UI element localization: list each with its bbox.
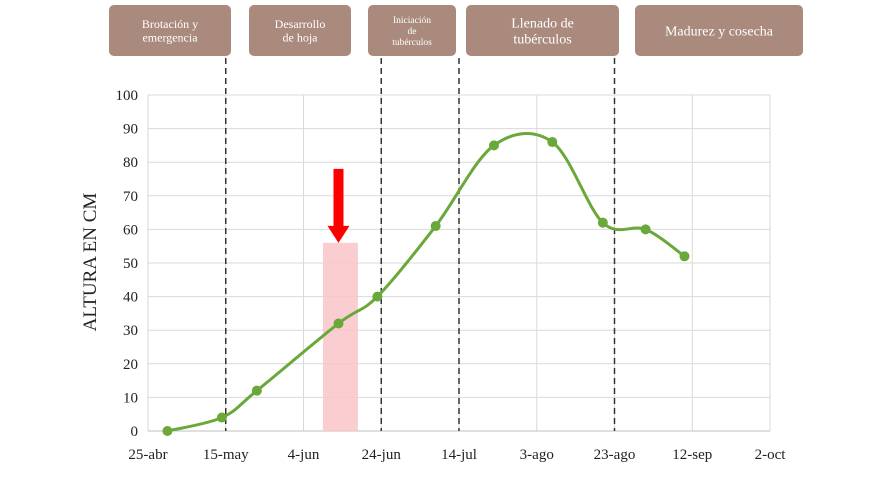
axis-ticks: 0 10 20 30 40 50 60 70 80 90 100 25-abr 15-may 4-jun 2… xyxy=(116,88,787,463)
y-tick-label: 70 xyxy=(123,189,138,205)
x-tick-label: 3-ago xyxy=(520,447,554,463)
stage-label: tubérculos xyxy=(513,32,571,47)
stage-header: Madurez y cosecha xyxy=(635,5,803,56)
stage-label: Madurez y cosecha xyxy=(665,24,774,39)
series-altura xyxy=(162,132,690,436)
stage-box xyxy=(466,5,619,56)
x-tick-label: 23-ago xyxy=(594,447,636,463)
y-tick-label: 90 xyxy=(123,122,138,138)
y-tick-label: 10 xyxy=(123,390,138,406)
stage-label: tubérculos xyxy=(392,38,432,48)
x-tick-label: 4-jun xyxy=(288,447,320,463)
data-point xyxy=(679,251,690,262)
series-line xyxy=(167,132,686,433)
stage-box xyxy=(368,5,456,56)
y-tick-label: 40 xyxy=(123,290,138,306)
y-tick-label: 0 xyxy=(131,424,139,440)
stage-label: Llenado de xyxy=(511,16,574,31)
data-point xyxy=(372,291,383,302)
stage-label: de xyxy=(408,27,417,37)
data-point xyxy=(216,412,227,423)
x-tick-label: 12-sep xyxy=(672,447,712,463)
stage-label: emergencia xyxy=(142,31,198,45)
y-tick-label: 50 xyxy=(123,256,138,272)
x-tick-label: 15-may xyxy=(203,447,249,463)
data-point xyxy=(640,224,651,235)
stage-dividers xyxy=(225,58,616,431)
y-tick-label: 20 xyxy=(123,357,138,373)
x-tick-label: 25-abr xyxy=(128,447,167,463)
stage-label: Brotación y xyxy=(142,17,198,31)
stage-box xyxy=(635,5,803,56)
stage-box xyxy=(249,5,351,56)
arrow-marker xyxy=(327,168,350,243)
data-point xyxy=(251,385,262,396)
x-tick-label: 2-oct xyxy=(755,447,787,463)
y-tick-label: 100 xyxy=(116,88,139,104)
stage-label: Iniciación xyxy=(393,16,431,26)
y-tick-label: 80 xyxy=(123,155,138,171)
highlight-rect xyxy=(322,242,358,431)
data-point xyxy=(162,426,173,436)
data-point xyxy=(333,318,344,329)
data-point xyxy=(547,137,558,148)
x-tick-label: 14-jul xyxy=(441,447,477,463)
highlight-zone xyxy=(322,242,358,431)
x-tick-label: 24-jun xyxy=(362,447,402,463)
arrow-down-icon xyxy=(327,168,350,243)
y-tick-label: 60 xyxy=(123,222,138,238)
y-axis-label: ALTURA EN CM xyxy=(80,193,101,332)
data-point xyxy=(597,217,608,228)
stage-label: de hoja xyxy=(283,31,319,45)
y-tick-label: 30 xyxy=(123,323,138,339)
data-point xyxy=(430,221,441,232)
stage-label: Desarrollo xyxy=(275,17,326,31)
stage-box xyxy=(109,5,231,56)
data-point xyxy=(488,140,499,151)
